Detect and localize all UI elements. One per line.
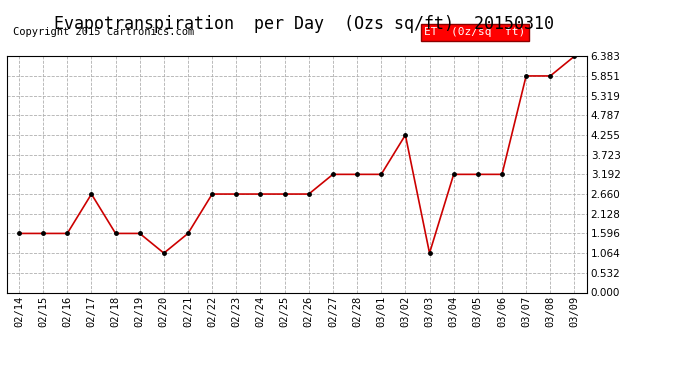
Text: Evapotranspiration  per Day  (Ozs sq/ft)  20150310: Evapotranspiration per Day (Ozs sq/ft) 2… [54,15,553,33]
Text: ET  (0z/sq  ft): ET (0z/sq ft) [424,27,526,38]
Text: Copyright 2015 Cartronics.com: Copyright 2015 Cartronics.com [12,27,194,38]
